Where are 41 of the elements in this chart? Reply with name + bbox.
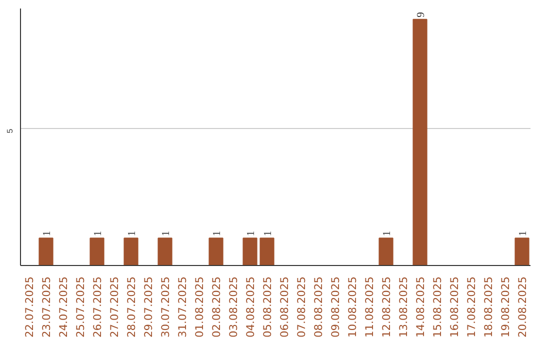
x-tick-label: 25.07.2025 [74,276,87,338]
x-tick-label: 10.08.2025 [346,276,359,338]
x-tick-label: 11.08.2025 [363,276,376,338]
x-tick-label: 02.08.2025 [210,276,223,338]
x-tick-label: 13.08.2025 [397,276,410,338]
x-tick-label: 03.08.2025 [227,276,240,338]
x-tick-label: 18.08.2025 [482,276,495,338]
x-tick-label: 31.07.2025 [176,276,189,338]
x-tick-label: 14.08.2025 [414,276,427,338]
x-tick-label: 23.07.2025 [40,276,53,338]
data-label: 1 [127,230,138,236]
x-tick-label: 24.07.2025 [57,276,70,338]
data-label: 1 [42,230,53,236]
data-label: 1 [382,230,393,236]
data-label: 9 [416,12,427,18]
data-label: 1 [246,230,257,236]
x-tick-label: 26.07.2025 [91,276,104,338]
x-tick-label: 22.07.2025 [23,276,36,338]
data-label: 1 [93,230,104,236]
x-tick-label: 28.07.2025 [125,276,138,338]
x-tick-label: 16.08.2025 [448,276,461,338]
x-tick-label: 12.08.2025 [380,276,393,338]
x-tick-label: 04.08.2025 [244,276,257,338]
x-tick-label: 08.08.2025 [312,276,325,338]
data-label: 1 [212,230,223,236]
x-tick-label: 19.08.2025 [499,276,512,338]
x-tick-label: 29.07.2025 [142,276,155,338]
x-tick-label: 20.08.2025 [516,276,529,338]
x-tick-label: 07.08.2025 [295,276,308,338]
x-tick-label: 05.08.2025 [261,276,274,338]
data-label: 1 [263,230,274,236]
x-tick-label: 30.07.2025 [159,276,172,338]
x-tick-label: 01.08.2025 [193,276,206,338]
data-label: 1 [518,230,529,236]
y-tick-label: 5 [6,128,14,134]
data-label: 1 [161,230,172,236]
x-tick-label: 15.08.2025 [431,276,444,338]
x-tick-label: 27.07.2025 [108,276,121,338]
x-tick-label: 06.08.2025 [278,276,291,338]
x-tick-label: 17.08.2025 [465,276,478,338]
x-tick-label: 09.08.2025 [329,276,342,338]
